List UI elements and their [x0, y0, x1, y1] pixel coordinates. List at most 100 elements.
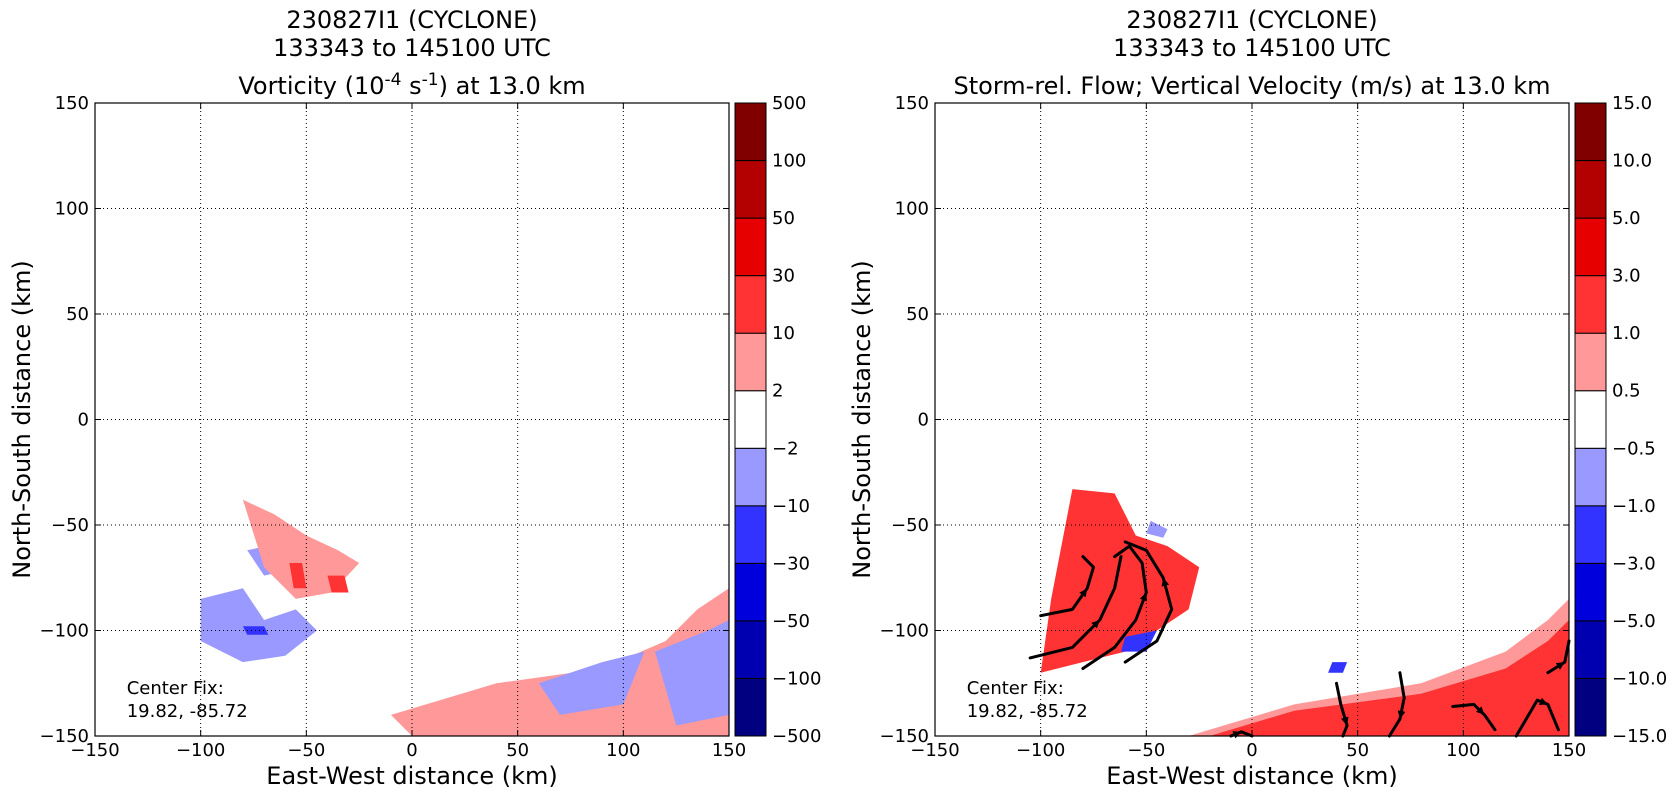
- y-tick-label: −100: [40, 621, 89, 642]
- colorbar-segment: [1574, 332, 1607, 392]
- x-tick-label: −150: [70, 740, 119, 761]
- colorbar-segment: [1574, 102, 1607, 162]
- streamline-arrow: [1341, 716, 1349, 726]
- colorbar-label: −1.0: [1612, 496, 1656, 517]
- contour-region: [390, 588, 729, 736]
- title-part: -1: [422, 70, 439, 90]
- title-part: Storm-rel. Flow; Vertical Velocity (m/s)…: [954, 72, 1551, 100]
- y-tick-label: 150: [895, 93, 929, 114]
- y-tick-label: 0: [78, 410, 89, 431]
- colorbar-segment: [734, 620, 767, 679]
- colorbar-segment: [1574, 275, 1607, 334]
- title-line: 230827I1 (CYCLONE): [286, 6, 537, 34]
- y-tick-label: −100: [880, 621, 929, 642]
- colorbar-segment: [734, 332, 767, 392]
- y-tick-label: 50: [906, 304, 929, 325]
- y-axis-label: North-South distance (km): [848, 260, 876, 579]
- colorbar-label: 5.0: [1612, 208, 1641, 229]
- center-fix-annotation: Center Fix:: [967, 678, 1064, 699]
- x-axis-label: East-West distance (km): [1106, 762, 1397, 790]
- colorbar-label: −100: [772, 668, 821, 689]
- colorbar-label: 500: [772, 93, 806, 114]
- contour-region: [1146, 520, 1168, 538]
- colorbar-segment: [1574, 217, 1607, 277]
- y-tick-label: 150: [55, 93, 89, 114]
- variable-title: Vorticity (10-4 s-1) at 13.0 km: [238, 70, 585, 100]
- streamline-arrow: [1476, 706, 1485, 715]
- colorbar-segment: [1574, 447, 1607, 507]
- colorbar-segment: [1574, 505, 1607, 564]
- center-fix-annotation: Center Fix:: [127, 678, 224, 699]
- colorbar-segment: [734, 505, 767, 564]
- streamline-arrow: [1161, 577, 1170, 587]
- streamline-arrow: [1397, 710, 1406, 720]
- title-part: Vorticity (10: [238, 72, 384, 100]
- y-tick-label: 50: [66, 304, 89, 325]
- colorbar-segment: [734, 275, 767, 334]
- streamline-arrow: [1079, 588, 1088, 598]
- x-tick-label: −150: [910, 740, 959, 761]
- y-tick-label: −150: [880, 726, 929, 747]
- colorbar-label: −5.0: [1612, 611, 1656, 632]
- colorbar-label: 1.0: [1612, 323, 1641, 344]
- colorbar-segment: [1574, 677, 1607, 737]
- streamline-arrow: [1538, 697, 1548, 705]
- streamline: [1387, 671, 1406, 738]
- streamline-arrow: [1555, 662, 1565, 670]
- colorbar-segment: [1574, 620, 1607, 679]
- colorbar-label: 2: [772, 381, 783, 402]
- streamline-arrow: [1139, 592, 1148, 602]
- y-tick-label: 0: [918, 410, 929, 431]
- x-tick-label: −50: [287, 740, 325, 761]
- colorbar-label: −3.0: [1612, 553, 1656, 574]
- vertical-velocity-panel: 230827I1 (CYCLONE)133343 to 145100 UTC St…: [848, 6, 1667, 790]
- x-tick-label: 50: [1346, 740, 1369, 761]
- streamline-arrow: [1232, 731, 1242, 739]
- colorbar-segment: [734, 217, 767, 277]
- colorbar-label: −2: [772, 438, 799, 459]
- colorbar-label: 30: [772, 266, 795, 287]
- title-part: -4: [385, 70, 402, 90]
- x-tick-label: −100: [176, 740, 225, 761]
- contour-region: [538, 651, 645, 715]
- colorbar-label: −0.5: [1612, 438, 1656, 459]
- colorbar-label: −30: [772, 553, 810, 574]
- colorbar-segment: [1574, 160, 1607, 219]
- contour-region: [1209, 620, 1569, 736]
- x-tick-label: 0: [1246, 740, 1257, 761]
- colorbar-label: −10.0: [1612, 668, 1667, 689]
- y-tick-label: −50: [51, 515, 89, 536]
- contour-region: [655, 620, 729, 726]
- colorbar-label: −10: [772, 496, 810, 517]
- contour-region: [200, 588, 317, 663]
- x-tick-label: 100: [1446, 740, 1480, 761]
- contour-region: [1328, 662, 1348, 673]
- x-tick-label: 0: [406, 740, 417, 761]
- vorticity-panel: 230827I1 (CYCLONE)133343 to 145100 UTC Vo…: [8, 6, 821, 790]
- colorbar-label: 0.5: [1612, 381, 1641, 402]
- x-tick-label: −50: [1127, 740, 1165, 761]
- title-line: 133343 to 145100 UTC: [273, 34, 551, 62]
- y-tick-label: 100: [55, 199, 89, 220]
- streamline: [1123, 540, 1174, 664]
- contour-region: [327, 575, 349, 593]
- center-fix-annotation: 19.82, -85.72: [967, 701, 1088, 722]
- title-line: 133343 to 145100 UTC: [1113, 34, 1391, 62]
- colorbar-segment: [734, 102, 767, 162]
- x-axis-label: East-West distance (km): [266, 762, 557, 790]
- contour-region: [289, 563, 307, 589]
- colorbar-segment: [734, 562, 767, 622]
- x-tick-label: 150: [1552, 740, 1586, 761]
- colorbar-label: −500: [772, 726, 821, 747]
- colorbar-segment: [1574, 390, 1607, 449]
- y-axis-label: North-South distance (km): [8, 260, 36, 579]
- colorbar-label: 10.0: [1612, 151, 1652, 172]
- x-tick-label: 50: [506, 740, 529, 761]
- y-tick-label: −150: [40, 726, 89, 747]
- streamline: [1335, 681, 1349, 738]
- title-part: s: [401, 72, 421, 100]
- colorbar-label: 15.0: [1612, 93, 1652, 114]
- center-fix-annotation: 19.82, -85.72: [127, 701, 248, 722]
- colorbar-label: 50: [772, 208, 795, 229]
